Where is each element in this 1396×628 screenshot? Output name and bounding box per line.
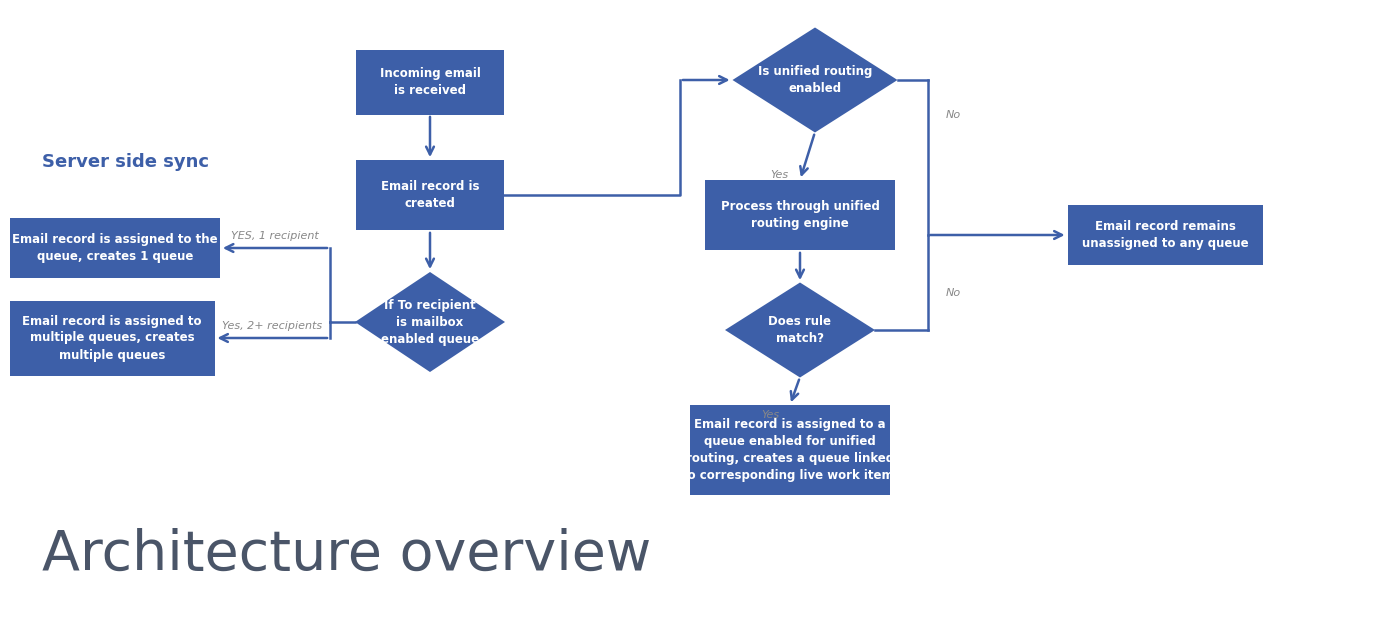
Text: YES, 1 recipient: YES, 1 recipient: [232, 231, 318, 241]
Text: Does rule
match?: Does rule match?: [769, 315, 832, 345]
Polygon shape: [355, 272, 505, 372]
Text: Process through unified
routing engine: Process through unified routing engine: [720, 200, 879, 230]
Text: Yes, 2+ recipients: Yes, 2+ recipients: [222, 321, 322, 331]
Text: If To recipient
is mailbox
enabled queue: If To recipient is mailbox enabled queue: [381, 298, 479, 345]
Text: No: No: [945, 110, 960, 120]
FancyBboxPatch shape: [356, 160, 504, 230]
Text: No: No: [945, 288, 960, 298]
FancyBboxPatch shape: [705, 180, 895, 250]
Polygon shape: [725, 283, 875, 377]
Text: Email record is assigned to the
queue, creates 1 queue: Email record is assigned to the queue, c…: [13, 233, 218, 263]
Polygon shape: [733, 28, 898, 133]
FancyBboxPatch shape: [1068, 205, 1262, 265]
Text: Yes: Yes: [769, 170, 787, 180]
Text: Server side sync: Server side sync: [42, 153, 209, 171]
Text: Incoming email
is received: Incoming email is received: [380, 67, 480, 97]
FancyBboxPatch shape: [10, 301, 215, 376]
FancyBboxPatch shape: [356, 50, 504, 114]
Text: Email record is assigned to a
queue enabled for unified
routing, creates a queue: Email record is assigned to a queue enab…: [681, 418, 898, 482]
Text: Email record is
created: Email record is created: [381, 180, 479, 210]
Text: Is unified routing
enabled: Is unified routing enabled: [758, 65, 872, 95]
FancyBboxPatch shape: [690, 405, 891, 495]
Text: Email record is assigned to
multiple queues, creates
multiple queues: Email record is assigned to multiple que…: [22, 315, 202, 362]
Text: Architecture overview: Architecture overview: [42, 528, 652, 582]
Text: Yes: Yes: [761, 410, 779, 420]
Text: Email record remains
unassigned to any queue: Email record remains unassigned to any q…: [1082, 220, 1248, 250]
FancyBboxPatch shape: [10, 218, 221, 278]
